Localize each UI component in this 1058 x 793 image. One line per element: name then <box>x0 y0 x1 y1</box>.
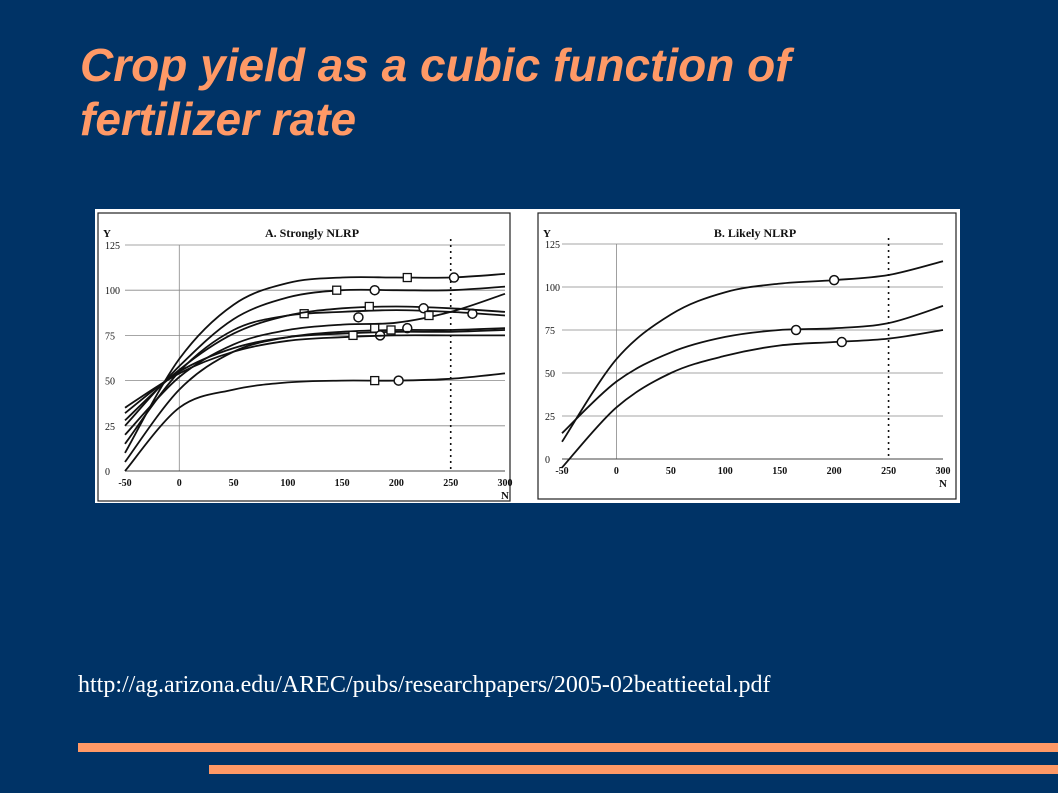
x-tick-label: 250 <box>881 466 896 477</box>
x-tick-label: 300 <box>936 466 951 477</box>
x-tick-label: 100 <box>718 466 733 477</box>
y-tick-label: 100 <box>105 286 120 297</box>
series-line-2 <box>561 305 944 434</box>
circle-marker <box>836 336 848 348</box>
x-tick-label: -50 <box>555 466 568 477</box>
x-axis-label: N <box>939 478 947 490</box>
series-line-1 <box>561 260 944 443</box>
x-tick-label: 50 <box>666 466 676 477</box>
series-line-3 <box>561 329 944 469</box>
x-tick-label: 200 <box>827 466 842 477</box>
x-tick-label: 0 <box>614 466 619 477</box>
chart-frame <box>537 212 957 500</box>
square-marker <box>386 325 396 335</box>
decorative-bar-bottom <box>209 765 1058 774</box>
square-marker <box>370 375 380 386</box>
x-tick-label: 200 <box>389 478 404 489</box>
y-tick-label: 50 <box>545 369 555 380</box>
x-tick-label: 50 <box>229 478 239 489</box>
x-tick-label: 0 <box>177 478 182 489</box>
x-tick-label: 150 <box>772 466 787 477</box>
slide-title: Crop yield as a cubic function of fertil… <box>80 39 791 145</box>
x-tick-label: 300 <box>498 478 513 489</box>
circle-marker <box>402 322 413 334</box>
series-line-9 <box>124 372 506 472</box>
circle-marker <box>790 324 802 336</box>
x-tick-label: 250 <box>443 478 458 489</box>
chart-title: B. Likely NLRP <box>714 226 796 240</box>
circle-marker <box>369 284 380 296</box>
y-tick-label: 0 <box>545 455 550 466</box>
chart-title: A. Strongly NLRP <box>265 226 359 240</box>
x-tick-label: 100 <box>280 478 295 489</box>
square-marker <box>364 301 374 312</box>
series-line-4 <box>124 305 506 422</box>
x-tick-label: -50 <box>118 478 131 489</box>
square-marker <box>348 330 358 341</box>
y-tick-label: 100 <box>545 283 560 294</box>
square-marker <box>424 310 434 321</box>
circle-marker <box>393 375 404 386</box>
circle-marker <box>828 274 840 286</box>
circle-marker <box>448 272 460 283</box>
circle-marker <box>353 312 364 323</box>
decorative-bar-top <box>78 743 1058 752</box>
x-tick-label: 150 <box>335 478 350 489</box>
chart-frame <box>97 212 511 502</box>
y-tick-label: 75 <box>105 331 115 342</box>
series-line-2 <box>124 285 506 427</box>
y-tick-label: 125 <box>105 241 120 252</box>
square-marker <box>332 285 342 295</box>
series-line-8 <box>124 334 505 409</box>
figure-panel: 0 25 50 75 100 125 -50 0 50 100 150 200 250 300 Y N A. S… <box>95 209 960 503</box>
y-tick-label: 75 <box>545 326 555 337</box>
y-axis-label: Y <box>543 228 551 240</box>
y-tick-label: 0 <box>105 467 110 478</box>
chart-a: 0 25 50 75 100 125 -50 0 50 100 150 200 250 300 Y N A. S… <box>97 212 513 502</box>
chart-b: 0 25 50 75 100 125 -50 0 50 100 150 200 250 300 Y N B. L… <box>537 212 957 500</box>
y-tick-label: 25 <box>105 422 115 433</box>
y-tick-label: 125 <box>545 240 560 251</box>
circle-marker <box>418 303 429 314</box>
y-axis-label: Y <box>103 228 111 240</box>
series-line-5 <box>124 292 506 436</box>
y-tick-label: 50 <box>105 377 115 388</box>
y-tick-label: 25 <box>545 412 555 423</box>
series-line-7 <box>124 329 506 414</box>
series-line-1 <box>124 273 506 454</box>
square-marker <box>402 272 412 283</box>
source-url[interactable]: http://ag.arizona.edu/AREC/pubs/research… <box>78 672 771 698</box>
x-axis-label: N <box>501 490 509 502</box>
